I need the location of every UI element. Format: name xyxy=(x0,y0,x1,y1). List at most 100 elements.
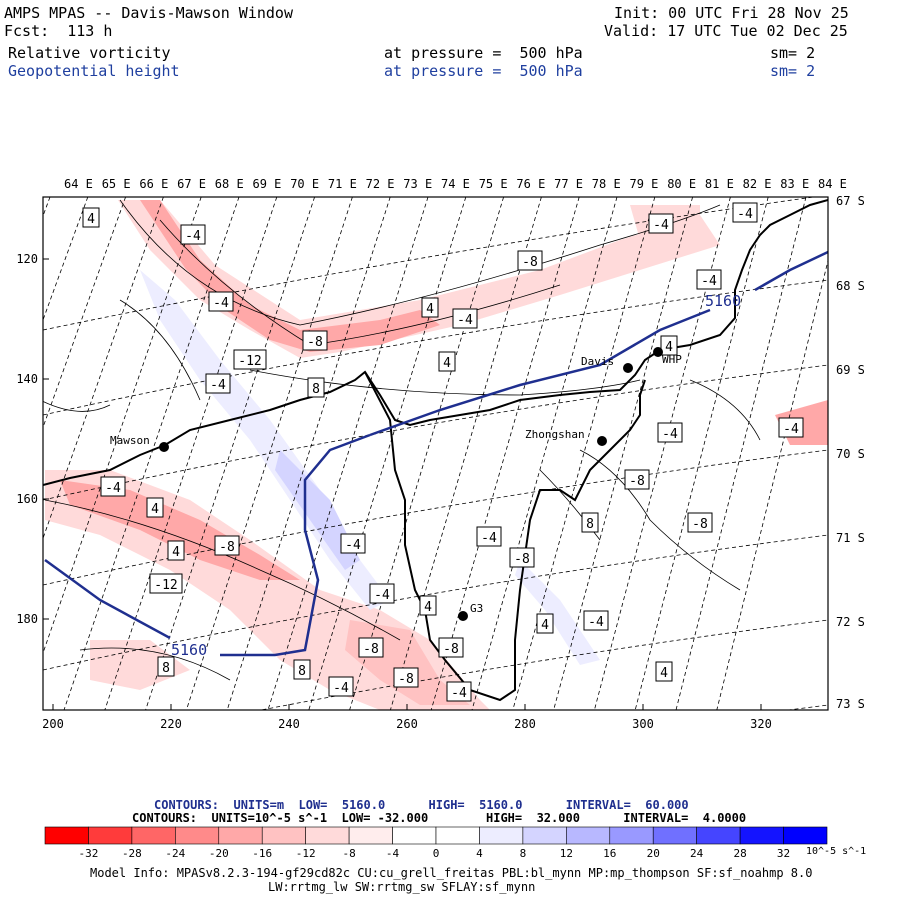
vorticity-label: -4 xyxy=(374,588,390,603)
vorticity-label-box xyxy=(660,335,678,356)
colorbar-tick-label: 16 xyxy=(603,847,616,860)
vorticity-label: 8 xyxy=(298,664,306,679)
vorticity-label-box xyxy=(687,512,713,533)
top-longitude-label: 84 E xyxy=(818,177,847,191)
colorbar-tick-label: -28 xyxy=(122,847,142,860)
field2-smoothing: sm= 2 xyxy=(770,62,816,80)
vorticity-label: -4 xyxy=(105,481,121,496)
vorticity-label: -4 xyxy=(185,229,201,244)
vorticity-label-box xyxy=(358,637,384,658)
colorbar-tick-label: 28 xyxy=(733,847,746,860)
axis-labels: 64 E 65 E 66 E 67 E 68 E 69 E 70 E 71 E 72 E 73 E… xyxy=(16,177,865,731)
colorbar-segment xyxy=(392,826,437,845)
colorbar-tick-label: -4 xyxy=(386,847,400,860)
station-label: WHP xyxy=(662,353,682,366)
vorticity-label-box xyxy=(778,417,804,438)
top-longitude-label: 67 E xyxy=(177,177,206,191)
longitude-line xyxy=(430,197,580,710)
x-tick-label: 200 xyxy=(42,717,64,731)
vorticity-label: -8 xyxy=(398,672,414,687)
colorbar-segment xyxy=(652,826,697,845)
vorticity-label: 4 xyxy=(665,340,673,355)
height-label: 5160 xyxy=(705,292,741,310)
colorbar-segment xyxy=(88,826,133,845)
vorticity-label-box xyxy=(583,610,609,631)
vorticity-label-box xyxy=(421,297,439,318)
vorticity-label-box xyxy=(307,377,325,398)
longitude-line xyxy=(512,197,656,710)
colorbar-tick-label: 8 xyxy=(520,847,527,860)
negative-vorticity-core-south xyxy=(60,480,300,580)
vorticity-label: -4 xyxy=(210,378,226,393)
longitude-line xyxy=(349,197,504,710)
height-contours xyxy=(44,250,828,657)
vorticity-label-box xyxy=(696,269,722,290)
vorticity-label: -4 xyxy=(701,274,717,289)
stations: Mawson Davis WHP Zhongshan G3 xyxy=(110,347,682,621)
vorticity-label-box xyxy=(369,583,395,604)
station-label: G3 xyxy=(470,602,483,615)
field1-pressure: at pressure = 500 hPa xyxy=(384,44,583,62)
positive-vorticity-strip-east xyxy=(515,560,600,665)
vorticity-label: -4 xyxy=(457,313,473,328)
x-tick-label: 220 xyxy=(160,717,182,731)
colorbar-segment xyxy=(44,826,89,845)
colorbar-segment xyxy=(739,826,784,845)
vorticity-label: -8 xyxy=(307,335,323,350)
height-contour-labels: 5160 5160 xyxy=(171,292,741,659)
vorticity-label-box xyxy=(732,202,758,223)
colorbar-tick-label: 12 xyxy=(560,847,573,860)
top-longitude-label: 81 E xyxy=(705,177,734,191)
station-marker xyxy=(623,363,633,373)
vorticity-label-box xyxy=(100,476,126,497)
height-contour-info: CONTOURS: UNITS=m LOW= 5160.0 HIGH= 5160… xyxy=(154,798,689,812)
vorticity-label-box xyxy=(328,676,354,697)
colorbar-tick-label: -8 xyxy=(342,847,355,860)
vorticity-label-box xyxy=(149,573,183,594)
longitude-line xyxy=(390,197,542,710)
vorticity-label: -4 xyxy=(451,686,467,701)
vorticity-label-box xyxy=(452,308,478,329)
top-longitude-label: 64 E xyxy=(64,177,93,191)
longitude-line xyxy=(145,197,315,710)
field1-smoothing: sm= 2 xyxy=(770,44,816,62)
vorticity-label-box xyxy=(419,595,437,616)
colorbar-tick-label: -16 xyxy=(252,847,272,860)
vorticity-label-box xyxy=(509,547,535,568)
longitude-line xyxy=(716,259,828,710)
top-longitude-label: 74 E xyxy=(441,177,470,191)
top-longitude-label: 77 E xyxy=(554,177,583,191)
vorticity-label: 4 xyxy=(151,502,159,517)
colorbar-segment xyxy=(479,826,524,845)
vorticity-label: -4 xyxy=(333,681,349,696)
colorbar-segment xyxy=(348,826,393,845)
station-marker xyxy=(653,347,663,357)
vorticity-label-box xyxy=(657,422,683,443)
vorticity-label-box xyxy=(214,535,240,556)
right-latitude-label: 71 S xyxy=(836,531,865,545)
station-marker xyxy=(597,436,607,446)
top-longitude-label: 82 E xyxy=(743,177,772,191)
longitude-line xyxy=(43,197,126,429)
vorticity-contour-labels: 4 -4 -4 -8 -12 -4 8 4 -8 -4 4 -4 -4 -4 4 -4 -4 -8 -4 4 4 -8 -1… xyxy=(82,202,804,702)
colorbar-segment xyxy=(435,826,480,845)
station-label: Mawson xyxy=(110,434,150,447)
vorticity-label: 4 xyxy=(172,545,180,560)
vorticity-label-box xyxy=(446,681,472,702)
map-title: AMPS MPAS -- Davis-Mawson Window xyxy=(4,4,293,22)
colorbar-tick-label: -24 xyxy=(165,847,185,860)
vorticity-label: 4 xyxy=(541,618,549,633)
right-latitude-label: 68 S xyxy=(836,279,865,293)
colorbar-tick-label: 20 xyxy=(647,847,660,860)
longitude-line xyxy=(634,197,769,710)
longitude-line xyxy=(104,197,278,710)
colorbar-segment xyxy=(522,826,567,845)
top-longitude-label: 73 E xyxy=(403,177,432,191)
right-latitude-label: 69 S xyxy=(836,363,865,377)
vorticity-label-box xyxy=(624,469,650,490)
vorticity-label: 8 xyxy=(312,382,320,397)
longitude-line xyxy=(43,197,164,540)
vorticity-label-box xyxy=(476,526,502,547)
x-tick-label: 300 xyxy=(632,717,654,731)
colorbar-segment xyxy=(305,826,350,845)
